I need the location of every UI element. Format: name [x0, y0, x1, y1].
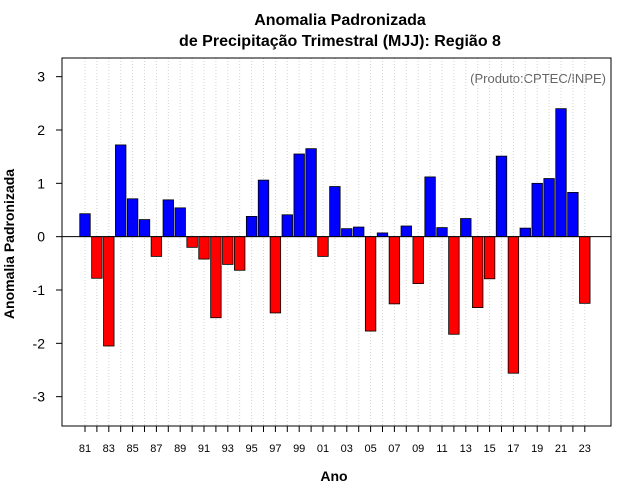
x-tick-label: 01 — [317, 443, 329, 455]
bar-1997 — [269, 236, 282, 314]
chart-title: Anomalia Padronizada — [254, 12, 426, 29]
bar-2002 — [329, 186, 341, 238]
bar-1982 — [91, 236, 103, 279]
bar-1998 — [281, 214, 293, 238]
bar-2017 — [507, 236, 520, 374]
bar-2013 — [460, 218, 472, 238]
y-axis-label: Anomalia Padronizada — [1, 169, 17, 319]
bar-1991 — [198, 236, 210, 260]
x-tick-label: 85 — [126, 443, 138, 455]
x-tick-label: 89 — [174, 443, 186, 455]
bar-2004 — [353, 226, 365, 238]
x-tick-label: 09 — [412, 443, 424, 455]
y-tick-label: -1 — [33, 282, 46, 298]
y-tick-label: 2 — [37, 122, 45, 138]
y-axis: -3 -2 -1 0 1 2 3 — [33, 69, 62, 405]
chart-annotation: (Produto:CPTEC/INPE) — [470, 71, 606, 86]
bar-2023 — [579, 236, 591, 304]
x-tick-label: 93 — [222, 443, 234, 455]
x-tick-label: 21 — [555, 443, 567, 455]
x-tick-label: 81 — [79, 443, 91, 455]
x-tick-label: 23 — [579, 443, 591, 455]
x-axis: 81 83 85 87 89 91 93 95 97 99 01 03 05 07 09 11 13 15 17 19… — [79, 426, 591, 455]
bar-1985 — [126, 198, 139, 238]
x-tick-label: 99 — [293, 443, 305, 455]
bar-2008 — [400, 225, 412, 238]
bar-2015 — [483, 236, 496, 280]
bar-2014 — [472, 236, 484, 309]
bar-2000 — [305, 148, 317, 238]
x-tick-label: 87 — [150, 443, 162, 455]
bar-1981 — [79, 213, 91, 238]
plot-frame — [61, 57, 612, 427]
x-tick-label: 15 — [483, 443, 495, 455]
x-axis-label: Ano — [320, 468, 347, 484]
bar-2021 — [555, 108, 567, 238]
bar-1990 — [186, 236, 198, 248]
bar-2006 — [376, 232, 389, 238]
chart-subtitle: de Precipitação Trimestral (MJJ): Região… — [179, 33, 501, 50]
bars — [79, 108, 591, 374]
bar-1988 — [162, 199, 174, 238]
y-tick-label: 0 — [37, 229, 45, 245]
bar-1996 — [257, 179, 270, 238]
bar-2020 — [543, 178, 555, 238]
bar-2003 — [341, 228, 353, 238]
x-tick-label: 97 — [269, 443, 281, 455]
x-tick-label: 07 — [388, 443, 400, 455]
bar-2018 — [519, 227, 531, 238]
y-tick-label: 3 — [37, 69, 45, 85]
bar-1987 — [150, 236, 163, 257]
y-tick-label: -2 — [33, 335, 46, 351]
x-tick-label: 91 — [198, 443, 210, 455]
bar-2012 — [448, 236, 460, 335]
y-tick-label: 1 — [37, 175, 45, 191]
bar-1999 — [293, 153, 305, 238]
bar-1992 — [210, 236, 222, 319]
x-tick-label: 17 — [507, 443, 519, 455]
bar-1994 — [234, 236, 246, 271]
x-tick-label: 11 — [436, 443, 447, 455]
bar-2010 — [424, 176, 436, 238]
bar-2011 — [436, 227, 448, 238]
x-tick-label: 05 — [364, 443, 376, 455]
x-tick-label: 83 — [103, 443, 115, 455]
x-tick-label: 03 — [341, 443, 353, 455]
x-tick-label: 95 — [245, 443, 257, 455]
bar-2007 — [388, 236, 401, 305]
bar-2005 — [364, 236, 377, 332]
bar-2009 — [412, 236, 424, 285]
bar-1995 — [245, 215, 258, 238]
bar-1989 — [174, 207, 186, 238]
bar-2016 — [495, 155, 508, 238]
x-tick-label: 19 — [531, 443, 543, 455]
x-tick-label: 13 — [460, 443, 472, 455]
bar-1993 — [222, 236, 234, 265]
bar-2019 — [531, 182, 543, 238]
bar-1983 — [103, 236, 115, 347]
bar-1986 — [138, 219, 151, 238]
bar-2022 — [567, 191, 579, 238]
bar-1984 — [115, 144, 127, 238]
y-tick-label: -3 — [33, 389, 46, 405]
bar-2001 — [317, 236, 329, 257]
